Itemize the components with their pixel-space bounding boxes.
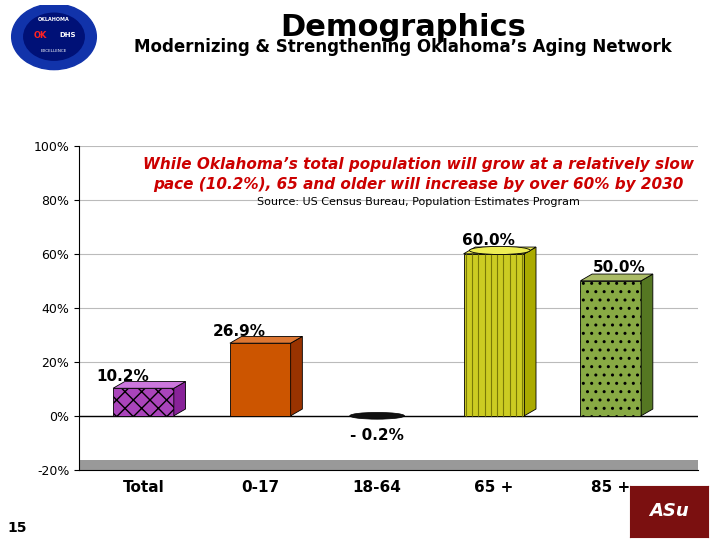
Circle shape [24, 13, 84, 60]
Polygon shape [291, 336, 302, 416]
Text: 50.0%: 50.0% [593, 260, 645, 275]
Polygon shape [230, 343, 291, 416]
Polygon shape [641, 274, 653, 416]
Text: Source: US Census Bureau, Population Estimates Program: Source: US Census Bureau, Population Est… [256, 197, 580, 207]
Text: OK: OK [33, 31, 47, 39]
Polygon shape [113, 381, 186, 388]
Text: Demographics: Demographics [280, 14, 526, 43]
Text: 10.2%: 10.2% [96, 369, 149, 384]
Polygon shape [580, 274, 653, 281]
Text: OKLAHOMA: OKLAHOMA [38, 17, 70, 22]
Text: DHS: DHS [60, 32, 76, 38]
Text: While Oklahoma’s total population will grow at a relatively slow: While Oklahoma’s total population will g… [143, 157, 693, 172]
Ellipse shape [469, 246, 530, 254]
Text: - 0.2%: - 0.2% [350, 429, 404, 443]
Text: ASu: ASu [649, 502, 689, 519]
Polygon shape [174, 381, 186, 416]
Ellipse shape [350, 413, 405, 419]
Polygon shape [464, 254, 524, 416]
Polygon shape [113, 388, 174, 416]
Text: Modernizing & Strengthening Oklahoma’s Aging Network: Modernizing & Strengthening Oklahoma’s A… [135, 38, 672, 56]
Text: 15: 15 [7, 521, 27, 535]
FancyBboxPatch shape [79, 460, 698, 470]
Text: 26.9%: 26.9% [212, 324, 266, 339]
Polygon shape [524, 247, 536, 416]
Text: pace (10.2%), 65 and older will increase by over 60% by 2030: pace (10.2%), 65 and older will increase… [153, 177, 683, 192]
Text: 60.0%: 60.0% [462, 233, 515, 248]
Text: EXCELLENCE: EXCELLENCE [41, 49, 67, 53]
Polygon shape [464, 247, 536, 254]
Circle shape [12, 4, 96, 70]
Polygon shape [580, 281, 641, 416]
Polygon shape [230, 336, 302, 343]
